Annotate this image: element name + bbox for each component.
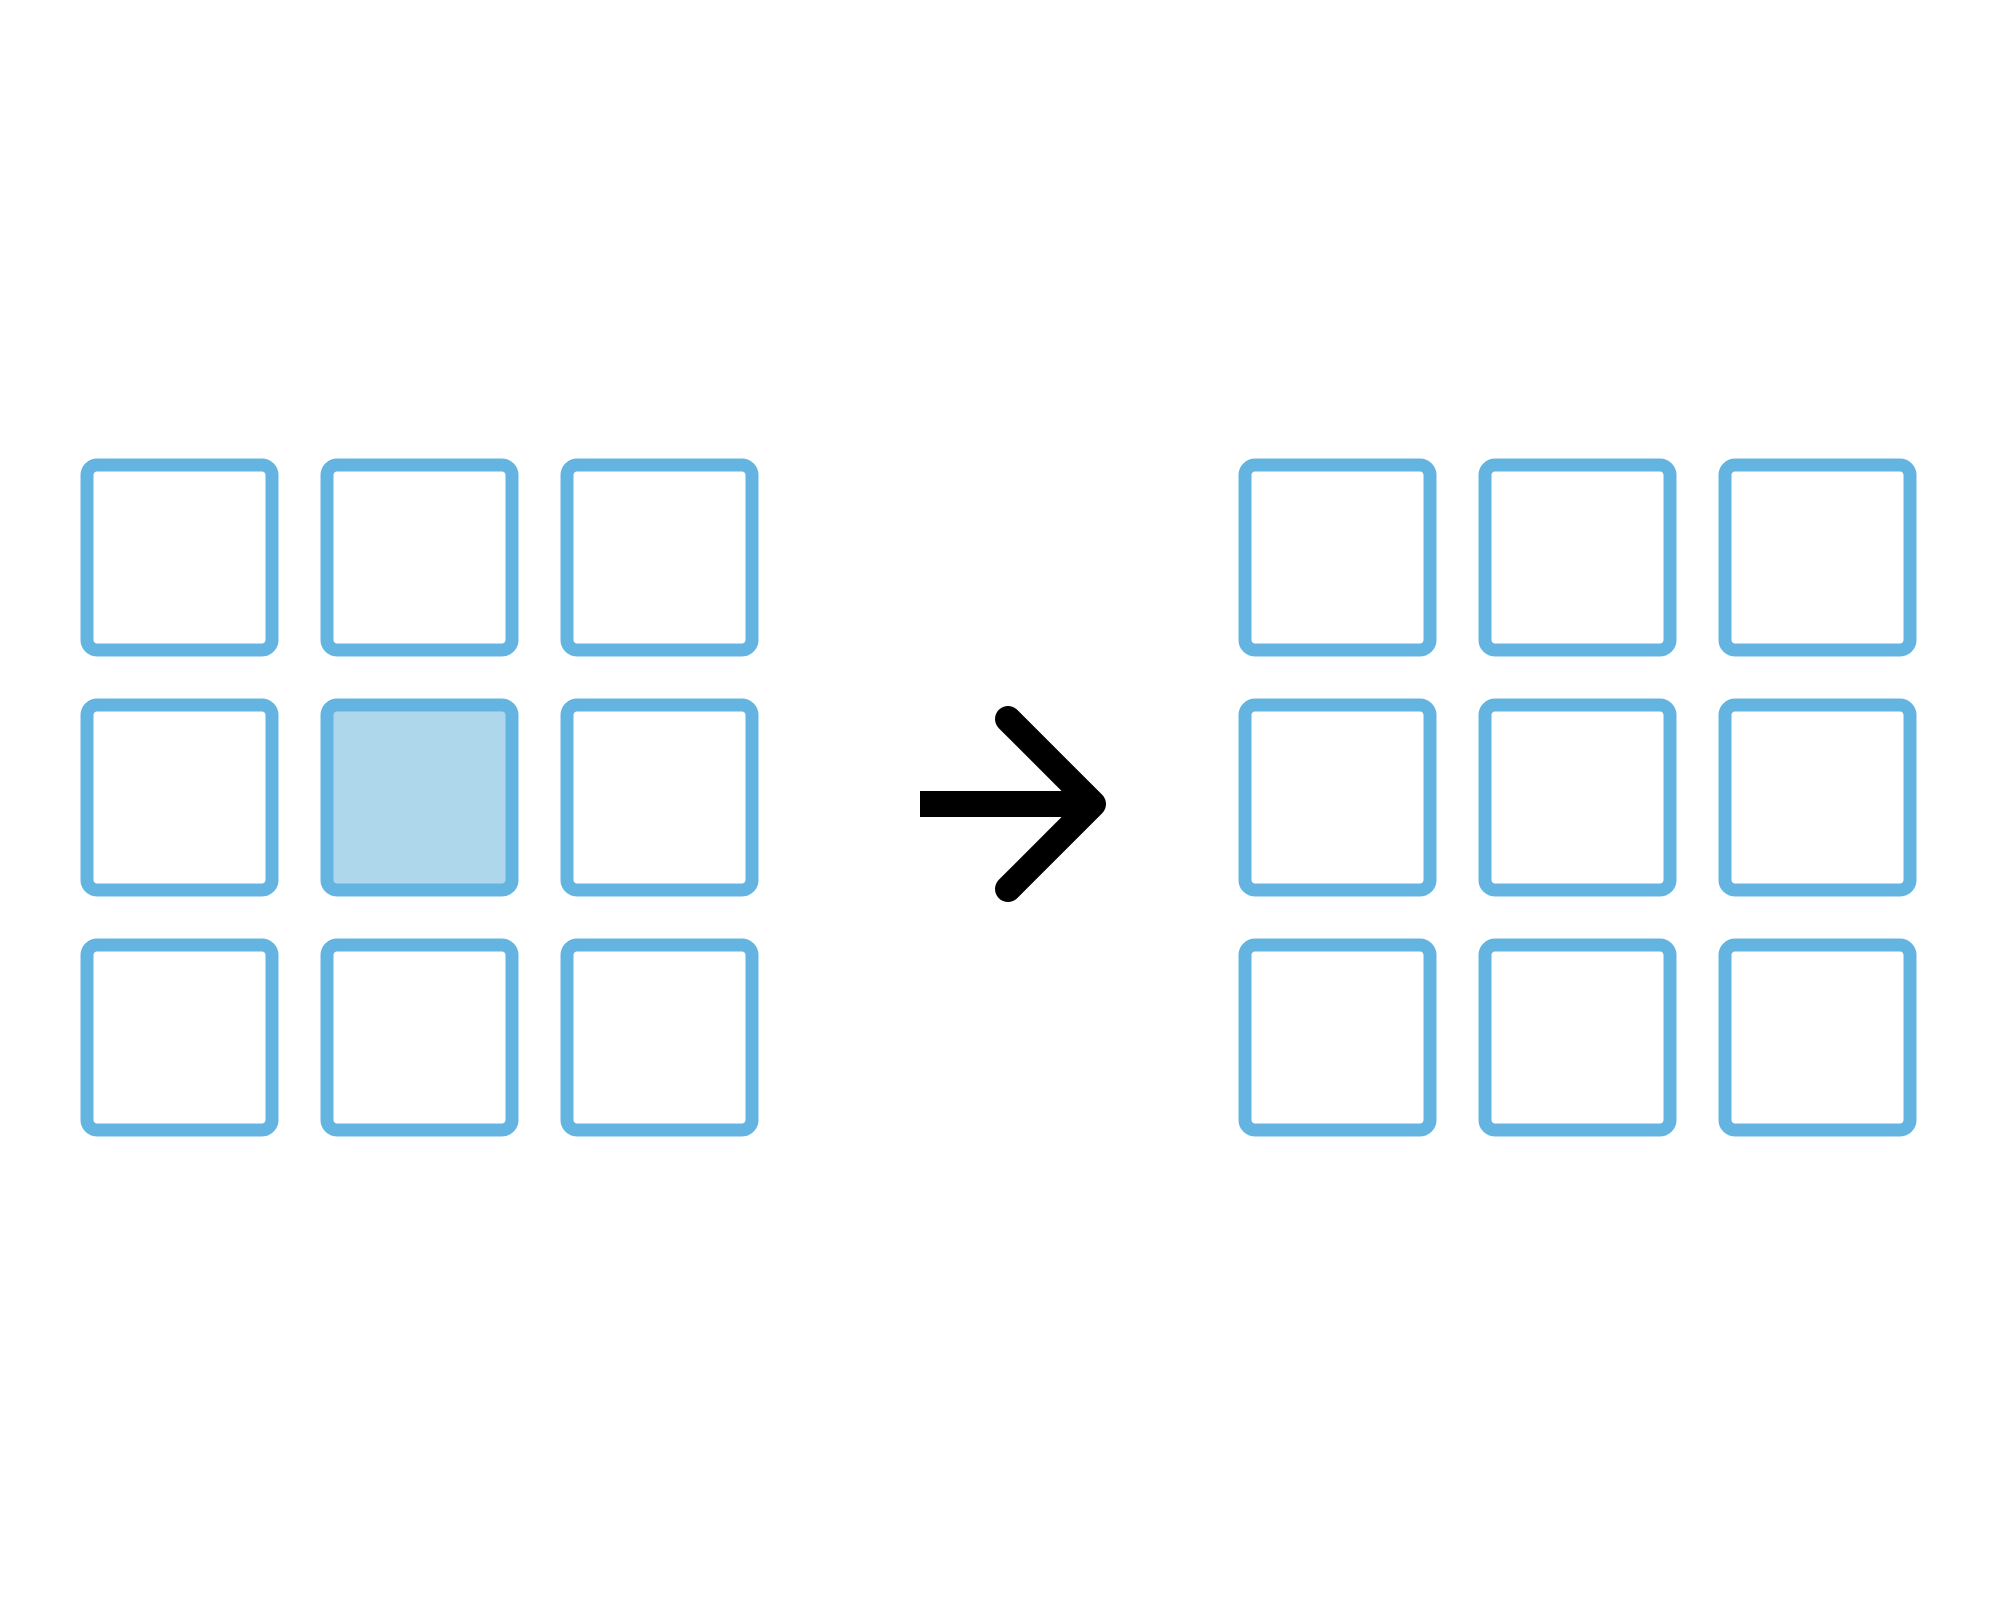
input-grid	[80, 458, 759, 1137]
grid-cell-0-0-2	[560, 458, 759, 657]
grid-cell-0-2-1	[320, 938, 519, 1137]
output-grid	[1238, 458, 1917, 1137]
grid-cell-0-1-2	[560, 698, 759, 897]
grid-cell-1-0-0	[1238, 458, 1437, 657]
grid-cell-1-0-2	[1718, 458, 1917, 657]
grid-cell-0-2-2	[560, 938, 759, 1137]
grid-cell-0-0-1	[320, 458, 519, 657]
grid-cell-0-1-0	[80, 698, 279, 897]
grid-cell-0-0-0	[80, 458, 279, 657]
arrow-right-icon	[920, 706, 1106, 902]
grid-cell-1-1-2	[1718, 698, 1917, 897]
filled-cell-0-1-1	[320, 698, 519, 897]
grid-cell-1-1-0	[1238, 698, 1437, 897]
grid-cell-1-0-1	[1478, 458, 1677, 657]
grid-cell-1-1-1	[1478, 698, 1677, 897]
grid-cell-1-2-2	[1718, 938, 1917, 1137]
grid-cell-1-2-1	[1478, 938, 1677, 1137]
grid-cell-1-2-0	[1238, 938, 1437, 1137]
arrow-head	[995, 706, 1106, 902]
grid-cell-0-2-0	[80, 938, 279, 1137]
